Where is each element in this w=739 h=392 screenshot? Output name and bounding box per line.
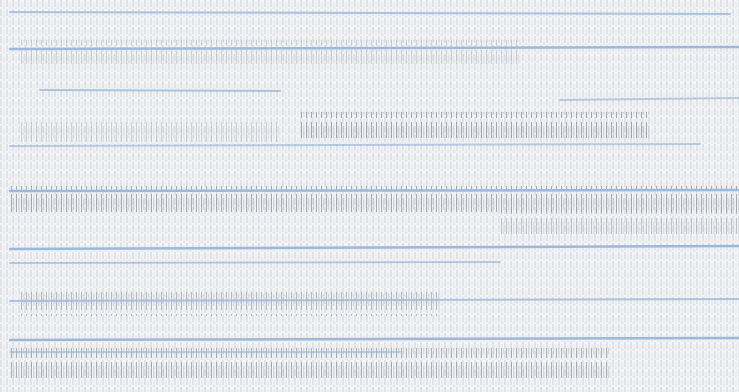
stitch-row xyxy=(20,120,280,144)
thread xyxy=(39,89,281,92)
thread xyxy=(8,45,739,51)
stitch-rows xyxy=(10,40,739,378)
thread xyxy=(9,11,731,15)
thread xyxy=(9,261,501,264)
thread xyxy=(8,336,739,342)
stitch-row xyxy=(20,40,520,64)
stitch-row xyxy=(300,112,650,138)
thread xyxy=(8,188,739,193)
stitch-row xyxy=(20,292,440,316)
thread xyxy=(9,143,701,147)
thread xyxy=(9,298,739,302)
stitch-row xyxy=(10,348,610,378)
thread xyxy=(559,97,739,101)
stitch-row xyxy=(500,210,739,234)
thread xyxy=(8,244,739,251)
blue-threads xyxy=(8,11,739,353)
